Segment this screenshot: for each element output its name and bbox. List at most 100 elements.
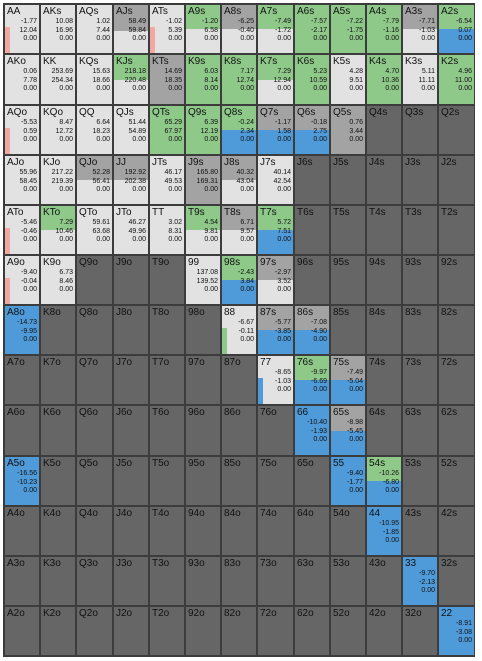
hand-cell-k8o[interactable]: K8o (40, 305, 76, 355)
hand-cell-a4o[interactable]: A4o (4, 506, 40, 556)
hand-cell-q3s[interactable]: Q3s (402, 105, 438, 155)
hand-cell-j9s[interactable]: J9s 165.80 169.31 0.00 (185, 155, 221, 205)
hand-cell-a9o[interactable]: A9o -9.40 -0.04 0.00 (4, 255, 40, 305)
hand-cell-a8o[interactable]: A8o -14.73 -9.95 0.00 (4, 305, 40, 355)
hand-cell-j2o[interactable]: J2o (113, 606, 149, 656)
hand-cell-t4o[interactable]: T4o (149, 506, 185, 556)
hand-cell-q2s[interactable]: Q2s (438, 105, 475, 155)
hand-cell-93o[interactable]: 93o (185, 556, 221, 606)
hand-cell-72o[interactable]: 72o (257, 606, 294, 656)
hand-cell-86o[interactable]: 86o (221, 405, 257, 456)
hand-cell-55[interactable]: 55 -9.40 -1.77 0.00 (330, 456, 366, 506)
hand-cell-63s[interactable]: 63s (402, 405, 438, 456)
hand-cell-k3s[interactable]: K3s 5.11 11.11 0.00 (402, 54, 438, 105)
hand-cell-94s[interactable]: 94s (366, 255, 402, 305)
hand-cell-jto[interactable]: JTo 46.27 49.96 0.00 (113, 205, 149, 255)
hand-cell-87s[interactable]: 87s -5.77 -3.85 0.00 (257, 305, 294, 355)
hand-cell-62o[interactable]: 62o (294, 606, 330, 656)
hand-cell-42s[interactable]: 42s (438, 506, 475, 556)
hand-cell-a4s[interactable]: A4s -7.79 -1.16 0.00 (366, 4, 402, 54)
hand-cell-52s[interactable]: 52s (438, 456, 475, 506)
hand-cell-94o[interactable]: 94o (185, 506, 221, 556)
hand-cell-42o[interactable]: 42o (366, 606, 402, 656)
hand-cell-64o[interactable]: 64o (294, 506, 330, 556)
hand-cell-kjo[interactable]: KJo 217.22 219.39 0.00 (40, 155, 76, 205)
hand-cell-kto[interactable]: KTo 7.29 10.46 0.00 (40, 205, 76, 255)
hand-cell-86s[interactable]: 86s -7.08 -4.90 0.00 (294, 305, 330, 355)
hand-cell-85o[interactable]: 85o (221, 456, 257, 506)
hand-cell-kqs[interactable]: KQs 15.63 18.66 0.00 (76, 54, 113, 105)
hand-cell-a5o[interactable]: A5o -16.56 -10.23 0.00 (4, 456, 40, 506)
hand-cell-k5s[interactable]: K5s 4.28 9.51 0.00 (330, 54, 366, 105)
hand-cell-k2o[interactable]: K2o (40, 606, 76, 656)
hand-cell-76o[interactable]: 76o (257, 405, 294, 456)
hand-cell-84o[interactable]: 84o (221, 506, 257, 556)
hand-cell-k4o[interactable]: K4o (40, 506, 76, 556)
hand-cell-j2s[interactable]: J2s (438, 155, 475, 205)
hand-cell-92o[interactable]: 92o (185, 606, 221, 656)
hand-cell-93s[interactable]: 93s (402, 255, 438, 305)
hand-cell-kts[interactable]: KTs 14.69 18.35 0.00 (149, 54, 185, 105)
hand-cell-ako[interactable]: AKo 0.06 7.78 0.00 (4, 54, 40, 105)
hand-cell-96s[interactable]: 96s (294, 255, 330, 305)
hand-cell-66[interactable]: 66 -10.40 -1.93 0.00 (294, 405, 330, 456)
hand-cell-k6s[interactable]: K6s 5.23 10.59 0.00 (294, 54, 330, 105)
hand-cell-53o[interactable]: 53o (330, 556, 366, 606)
hand-cell-t9s[interactable]: T9s 4.54 9.81 0.00 (185, 205, 221, 255)
hand-cell-t7s[interactable]: T7s 5.72 7.51 0.00 (257, 205, 294, 255)
hand-cell-54s[interactable]: 54s -10.26 -6.80 0.00 (366, 456, 402, 506)
hand-cell-qjo[interactable]: QJo 52.28 56.41 0.00 (76, 155, 113, 205)
hand-cell-83o[interactable]: 83o (221, 556, 257, 606)
hand-cell-jj[interactable]: JJ 192.92 202.38 0.00 (113, 155, 149, 205)
hand-cell-64s[interactable]: 64s (366, 405, 402, 456)
hand-cell-a7s[interactable]: A7s -7.49 -1.72 0.00 (257, 4, 294, 54)
hand-cell-82s[interactable]: 82s (438, 305, 475, 355)
hand-cell-j3o[interactable]: J3o (113, 556, 149, 606)
hand-cell-k7o[interactable]: K7o (40, 355, 76, 405)
hand-cell-43o[interactable]: 43o (366, 556, 402, 606)
hand-cell-84s[interactable]: 84s (366, 305, 402, 355)
hand-cell-t3o[interactable]: T3o (149, 556, 185, 606)
hand-cell-74o[interactable]: 74o (257, 506, 294, 556)
hand-cell-88[interactable]: 88 -6.67 -0.11 0.00 (221, 305, 257, 355)
hand-cell-qts[interactable]: QTs 65.29 67.97 0.00 (149, 105, 185, 155)
hand-cell-q5o[interactable]: Q5o (76, 456, 113, 506)
hand-cell-k3o[interactable]: K3o (40, 556, 76, 606)
hand-cell-62s[interactable]: 62s (438, 405, 475, 456)
hand-cell-aqs[interactable]: AQs 1.02 7.44 0.00 (76, 4, 113, 54)
hand-cell-82o[interactable]: 82o (221, 606, 257, 656)
hand-cell-a6o[interactable]: A6o (4, 405, 40, 456)
hand-cell-k9o[interactable]: K9o 6.73 8.46 0.00 (40, 255, 76, 305)
hand-cell-jts[interactable]: JTs 46.17 49.53 0.00 (149, 155, 185, 205)
hand-cell-q5s[interactable]: Q5s 0.76 3.44 0.00 (330, 105, 366, 155)
hand-cell-75o[interactable]: 75o (257, 456, 294, 506)
hand-cell-kqo[interactable]: KQo 8.47 12.72 0.00 (40, 105, 76, 155)
hand-cell-a7o[interactable]: A7o (4, 355, 40, 405)
hand-cell-k8s[interactable]: K8s 7.17 12.74 0.00 (221, 54, 257, 105)
hand-cell-t6o[interactable]: T6o (149, 405, 185, 456)
hand-cell-j4s[interactable]: J4s (366, 155, 402, 205)
hand-cell-ato[interactable]: ATo -5.46 -0.46 0.00 (4, 205, 40, 255)
hand-cell-a9s[interactable]: A9s -1.20 6.58 0.00 (185, 4, 221, 54)
hand-cell-t2o[interactable]: T2o (149, 606, 185, 656)
hand-cell-j7o[interactable]: J7o (113, 355, 149, 405)
hand-cell-aa[interactable]: AA -1.77 12.04 0.00 (4, 4, 40, 54)
hand-cell-a3s[interactable]: A3s -7.71 -1.03 0.00 (402, 4, 438, 54)
hand-cell-ajo[interactable]: AJo 55.96 58.45 0.00 (4, 155, 40, 205)
hand-cell-t5s[interactable]: T5s (330, 205, 366, 255)
hand-cell-t2s[interactable]: T2s (438, 205, 475, 255)
hand-cell-72s[interactable]: 72s (438, 355, 475, 405)
hand-cell-a2o[interactable]: A2o (4, 606, 40, 656)
hand-cell-qjs[interactable]: QJs 51.44 54.89 0.00 (113, 105, 149, 155)
hand-cell-k2s[interactable]: K2s 4.96 11.00 0.00 (438, 54, 475, 105)
hand-cell-73s[interactable]: 73s (402, 355, 438, 405)
hand-cell-98s[interactable]: 98s -2.43 3.84 0.00 (221, 255, 257, 305)
hand-cell-j9o[interactable]: J9o (113, 255, 149, 305)
hand-cell-t7o[interactable]: T7o (149, 355, 185, 405)
hand-cell-aqo[interactable]: AQo -5.53 0.59 0.00 (4, 105, 40, 155)
hand-cell-k7s[interactable]: K7s 7.29 12.94 0.00 (257, 54, 294, 105)
hand-cell-97s[interactable]: 97s -2.97 3.52 0.00 (257, 255, 294, 305)
hand-cell-k4s[interactable]: K4s 4.70 10.36 0.00 (366, 54, 402, 105)
hand-cell-t6s[interactable]: T6s (294, 205, 330, 255)
hand-cell-kk[interactable]: KK 253.69 254.34 0.00 (40, 54, 76, 105)
